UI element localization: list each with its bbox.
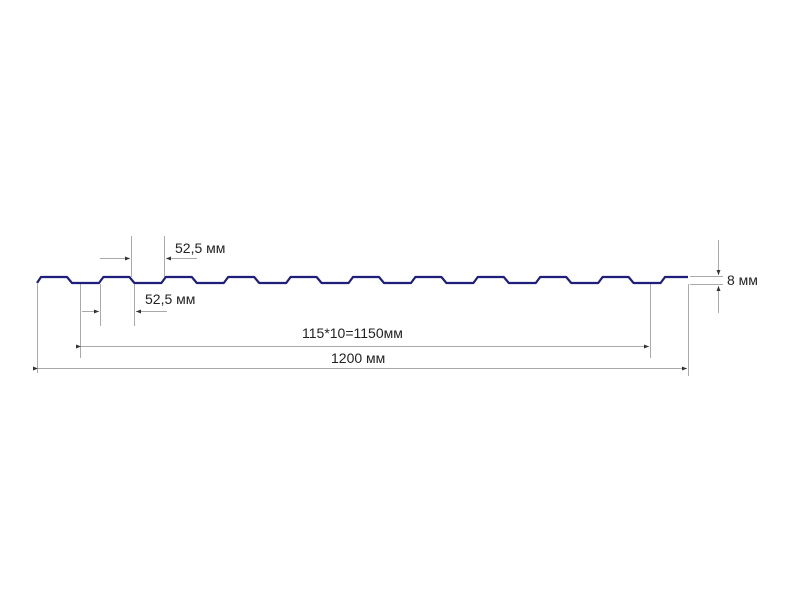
height-label: 8 мм [727,272,758,288]
corrugated-sheet-profile [36,275,688,285]
total-width-label: 1200 мм [331,350,386,366]
dimension-lines [33,236,723,376]
trough-width-label: 52,5 мм [145,291,196,307]
crest-width-label: 52,5 мм [175,240,226,256]
working-width-label: 115*10=1150мм [302,325,403,341]
